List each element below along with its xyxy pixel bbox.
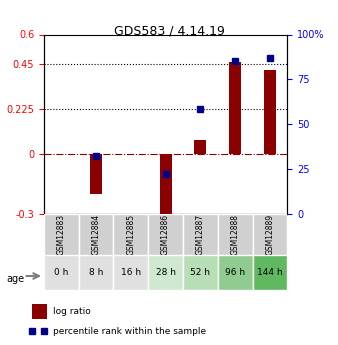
- FancyBboxPatch shape: [79, 214, 114, 255]
- FancyBboxPatch shape: [44, 214, 79, 255]
- Bar: [160, 154, 172, 218]
- Bar: [229, 62, 241, 154]
- FancyBboxPatch shape: [183, 255, 218, 290]
- Bar: [90, 154, 102, 194]
- FancyBboxPatch shape: [44, 255, 79, 290]
- Text: age: age: [7, 275, 25, 284]
- Text: 52 h: 52 h: [190, 268, 210, 277]
- Text: GDS583 / 4.14.19: GDS583 / 4.14.19: [114, 24, 224, 37]
- Text: log ratio: log ratio: [53, 307, 91, 316]
- Text: 144 h: 144 h: [257, 268, 283, 277]
- Text: GSM12884: GSM12884: [92, 214, 101, 255]
- FancyBboxPatch shape: [218, 214, 252, 255]
- FancyBboxPatch shape: [218, 255, 252, 290]
- FancyBboxPatch shape: [183, 214, 218, 255]
- FancyBboxPatch shape: [252, 255, 287, 290]
- FancyBboxPatch shape: [114, 255, 148, 290]
- Text: 28 h: 28 h: [155, 268, 176, 277]
- Text: GSM12885: GSM12885: [126, 214, 135, 255]
- Text: 16 h: 16 h: [121, 268, 141, 277]
- Text: percentile rank within the sample: percentile rank within the sample: [53, 327, 207, 336]
- Bar: [194, 140, 207, 154]
- FancyBboxPatch shape: [114, 214, 148, 255]
- Text: 8 h: 8 h: [89, 268, 103, 277]
- Bar: [32, 304, 47, 319]
- Text: GSM12886: GSM12886: [161, 214, 170, 255]
- FancyBboxPatch shape: [148, 255, 183, 290]
- Text: GSM12888: GSM12888: [231, 214, 240, 255]
- Text: GSM12883: GSM12883: [57, 214, 66, 255]
- Text: 96 h: 96 h: [225, 268, 245, 277]
- FancyBboxPatch shape: [79, 255, 114, 290]
- Text: GSM12889: GSM12889: [265, 214, 274, 255]
- Text: GSM12887: GSM12887: [196, 214, 205, 255]
- Text: 0 h: 0 h: [54, 268, 69, 277]
- Bar: [264, 70, 276, 154]
- FancyBboxPatch shape: [252, 214, 287, 255]
- FancyBboxPatch shape: [148, 214, 183, 255]
